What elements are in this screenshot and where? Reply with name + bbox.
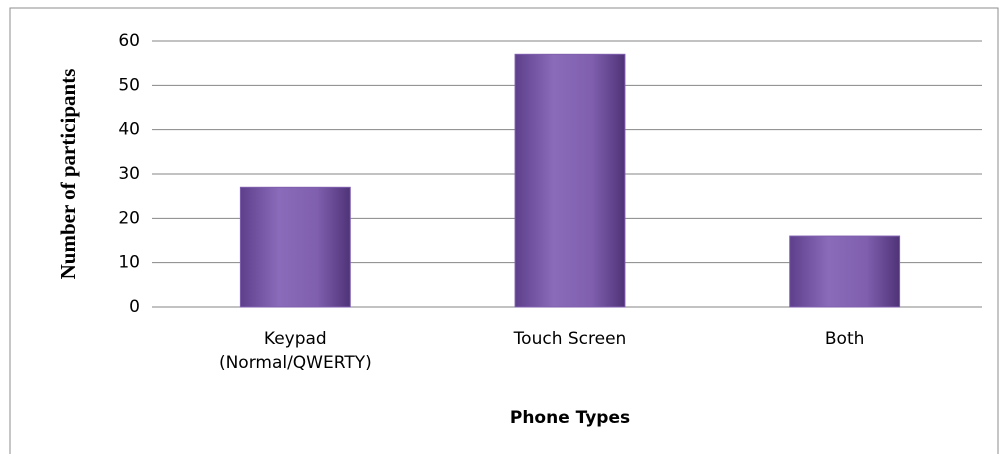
bar [239,186,351,308]
x-tick-label: Touch Screen [513,329,627,349]
chart-frame [9,7,999,454]
x-tick-label: Keypad (Normal/QWERTY) [218,329,372,373]
y-axis-title: Number of participants [56,69,80,280]
y-tick-label: 30 [118,164,140,184]
x-axis-title: Phone Types [510,408,630,428]
y-tick-label: 0 [129,297,140,317]
y-tick-label: 50 [118,75,140,95]
y-tick-label: 40 [118,120,140,140]
y-tick-label: 10 [118,253,140,273]
x-tick-label: Both [824,329,865,349]
y-tick-label: 60 [118,31,140,51]
y-tick-label: 20 [118,208,140,228]
bar [514,53,626,308]
bar [789,235,901,308]
